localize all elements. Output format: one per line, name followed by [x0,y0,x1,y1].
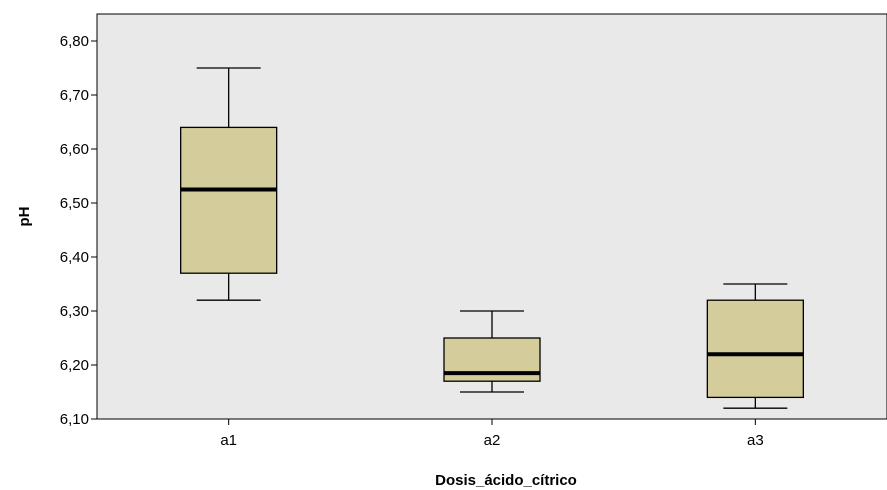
y-tick-label: 6,40 [60,249,89,266]
y-axis-title: pH [16,207,33,227]
x-tick-label: a3 [747,432,764,449]
y-tick-label: 6,80 [60,33,89,50]
y-tick-label: 6,10 [60,411,89,428]
box-a1 [180,67,278,301]
y-tick-label: 6,20 [60,357,89,374]
box-a3 [706,283,804,409]
y-tick-label: 6,60 [60,141,89,158]
y-tick-label: 6,50 [60,195,89,212]
y-tick-label: 6,70 [60,87,89,104]
x-axis: a1 a2 a3 [220,419,764,449]
y-tick-label: 6,30 [60,303,89,320]
box-a2 [443,310,541,393]
x-tick-label: a1 [220,432,237,449]
x-axis-title: Dosis_ácido_cítrico [435,472,577,489]
boxes [180,67,804,409]
iqr-box [706,299,804,399]
iqr-box [180,126,278,274]
x-tick-label: a2 [484,432,501,449]
y-axis: 6,10 6,20 6,30 6,40 6,50 6,60 6,70 6,80 [60,33,97,428]
